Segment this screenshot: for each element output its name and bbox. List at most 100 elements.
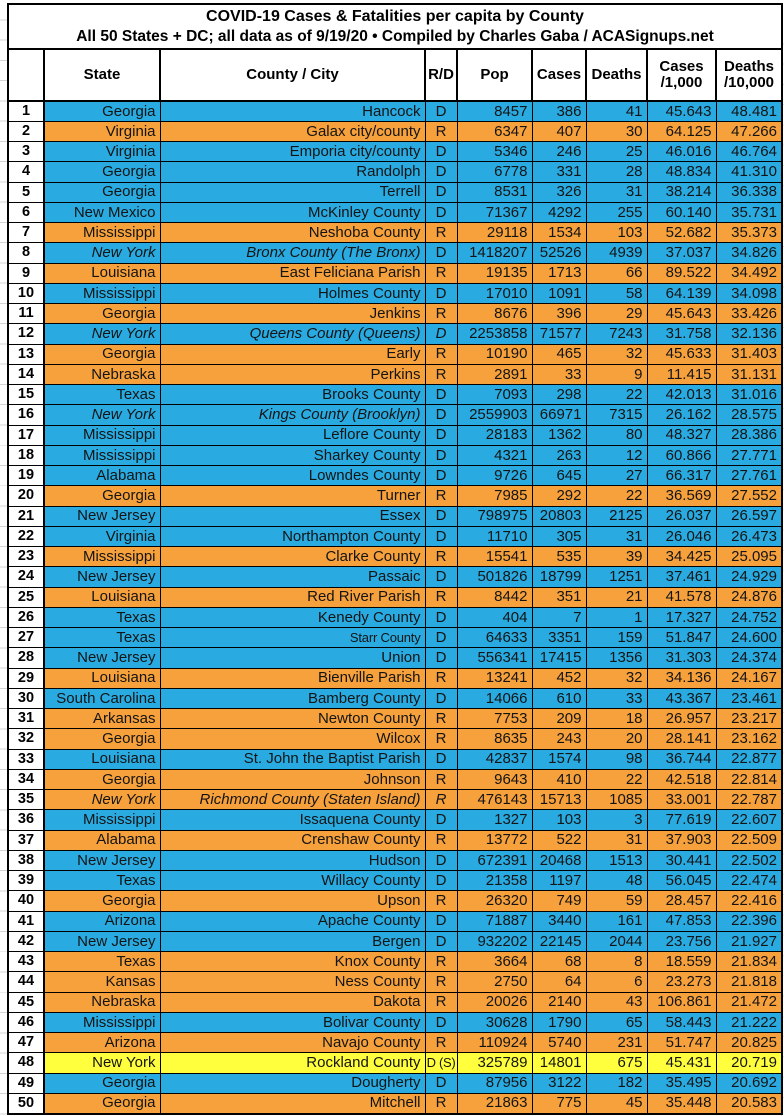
cases-cell: 68 <box>531 950 587 973</box>
pop-cell: 8457 <box>456 100 533 122</box>
rank-cell: 10 <box>7 282 45 305</box>
table-row: 38 New Jersey Hudson D 672391 20468 1513 30.441… <box>7 849 783 872</box>
county-cell: Bronx County (The Bronx) <box>159 242 426 264</box>
cases-cell: 1574 <box>531 748 587 770</box>
cases-per-1000-cell: 11.415 <box>646 363 717 386</box>
cases-cell: 396 <box>531 302 587 325</box>
cases-per-1000-cell: 42.013 <box>646 383 717 406</box>
pop-cell: 10190 <box>456 343 533 365</box>
deaths-per-10000-cell: 23.217 <box>715 707 783 730</box>
deaths-per-10000-cell: 27.552 <box>715 485 783 507</box>
table-row: 17 Mississippi Leflore County D 28183 1362 80 4… <box>7 424 783 446</box>
party-cell: D <box>424 525 458 548</box>
cases-per-1000-cell: 47.853 <box>646 910 717 932</box>
county-cell: Clarke County <box>159 545 426 568</box>
party-cell: R <box>424 343 458 365</box>
county-cell: Galax city/county <box>159 120 426 143</box>
party-cell: D <box>424 100 458 122</box>
state-cell: New York <box>43 404 161 426</box>
state-cell: Virginia <box>43 140 161 163</box>
cases-cell: 71577 <box>531 323 587 345</box>
table-row: 32 Georgia Wilcox R 8635 243 20 28.141 23.162 <box>7 728 783 750</box>
county-cell: Mitchell <box>159 1092 426 1115</box>
state-cell: Arizona <box>43 1031 161 1054</box>
pop-cell: 2891 <box>456 363 533 386</box>
county-cell: Holmes County <box>159 282 426 305</box>
rank-cell: 42 <box>7 930 45 953</box>
table-row: 14 Nebraska Perkins R 2891 33 9 11.415 31.131 <box>7 363 783 386</box>
pop-cell: 9643 <box>456 768 533 791</box>
pop-cell: 15541 <box>456 545 533 568</box>
county-cell: Apache County <box>159 910 426 932</box>
rank-cell: 32 <box>7 728 45 750</box>
county-cell: Wilcox <box>159 728 426 750</box>
county-cell: Queens County (Queens) <box>159 323 426 345</box>
table-row: 44 Kansas Ness County R 2750 64 6 23.273 21.818 <box>7 971 783 993</box>
table-row: 49 Georgia Dougherty D 87956 3122 182 35.495 20.… <box>7 1072 783 1094</box>
deaths-cell: 48 <box>585 869 648 892</box>
col-header-pop: Pop <box>456 48 533 102</box>
pop-cell: 30628 <box>456 1011 533 1034</box>
deaths-per-10000-cell: 31.016 <box>715 383 783 406</box>
party-cell: R <box>424 262 458 284</box>
cases-cell: 22145 <box>531 930 587 953</box>
cases-per-1000-cell: 17.327 <box>646 606 717 629</box>
state-cell: Georgia <box>43 1092 161 1115</box>
pop-cell: 29118 <box>456 221 533 244</box>
state-cell: Texas <box>43 606 161 629</box>
county-cell: St. John the Baptist Parish <box>159 748 426 770</box>
county-cell: Knox County <box>159 950 426 973</box>
cases-per-1000-cell: 66.317 <box>646 464 717 487</box>
county-cell: Sharkey County <box>159 444 426 467</box>
cases-per-1000-cell: 58.443 <box>646 1011 717 1034</box>
table-row: 13 Georgia Early R 10190 465 32 45.633 31.403 <box>7 343 783 365</box>
rank-cell: 13 <box>7 343 45 365</box>
covid-county-table: COVID-19 Cases & Fatalities per capita b… <box>7 3 783 1115</box>
rank-cell: 5 <box>7 181 45 203</box>
rank-cell: 24 <box>7 566 45 588</box>
pop-cell: 6778 <box>456 161 533 183</box>
cases-cell: 292 <box>531 485 587 507</box>
cases-cell: 20803 <box>531 505 587 527</box>
deaths-per-10000-cell: 24.374 <box>715 647 783 669</box>
rank-cell: 40 <box>7 890 45 912</box>
deaths-cell: 231 <box>585 1031 648 1054</box>
pop-cell: 404 <box>456 606 533 629</box>
table-row: 10 Mississippi Holmes County D 17010 1091 58 64… <box>7 282 783 305</box>
deaths-cell: 1085 <box>585 788 648 811</box>
state-cell: Georgia <box>43 485 161 507</box>
cases-cell: 410 <box>531 768 587 791</box>
pop-cell: 42837 <box>456 748 533 770</box>
county-cell: East Feliciana Parish <box>159 262 426 284</box>
cases-cell: 15713 <box>531 788 587 811</box>
table-row: 5 Georgia Terrell D 8531 326 31 38.214 36.338 <box>7 181 783 203</box>
cases-cell: 535 <box>531 545 587 568</box>
cases-per-1000-cell: 64.139 <box>646 282 717 305</box>
state-cell: Texas <box>43 950 161 973</box>
state-cell: New Jersey <box>43 647 161 669</box>
rank-cell: 18 <box>7 444 45 467</box>
pop-cell: 20026 <box>456 991 533 1013</box>
table-row: 3 Virginia Emporia city/county D 5346 246 25 46… <box>7 140 783 163</box>
cases-cell: 1362 <box>531 424 587 446</box>
table-row: 7 Mississippi Neshoba County R 29118 1534 103 5… <box>7 221 783 244</box>
deaths-cell: 1251 <box>585 566 648 588</box>
cases-per-1000-cell: 60.140 <box>646 201 717 224</box>
state-cell: Georgia <box>43 302 161 325</box>
table-row: 36 Mississippi Issaquena County D 1327 103 3 77… <box>7 809 783 831</box>
state-cell: Georgia <box>43 890 161 912</box>
deaths-per-10000-cell: 22.474 <box>715 869 783 892</box>
county-cell: Essex <box>159 505 426 527</box>
pop-cell: 2750 <box>456 971 533 993</box>
county-cell: Navajo County <box>159 1031 426 1054</box>
deaths-per-10000-cell: 34.826 <box>715 242 783 264</box>
table-row: 15 Texas Brooks County D 7093 298 22 42.013 31.0… <box>7 383 783 406</box>
table-row: 12 New York Queens County (Queens) D 2253858… <box>7 323 783 345</box>
pop-cell: 9726 <box>456 464 533 487</box>
party-cell: R <box>424 768 458 791</box>
state-cell: South Carolina <box>43 687 161 710</box>
cases-cell: 1197 <box>531 869 587 892</box>
cases-per-1000-cell: 46.016 <box>646 140 717 163</box>
cases-cell: 1091 <box>531 282 587 305</box>
party-cell: D <box>424 748 458 770</box>
